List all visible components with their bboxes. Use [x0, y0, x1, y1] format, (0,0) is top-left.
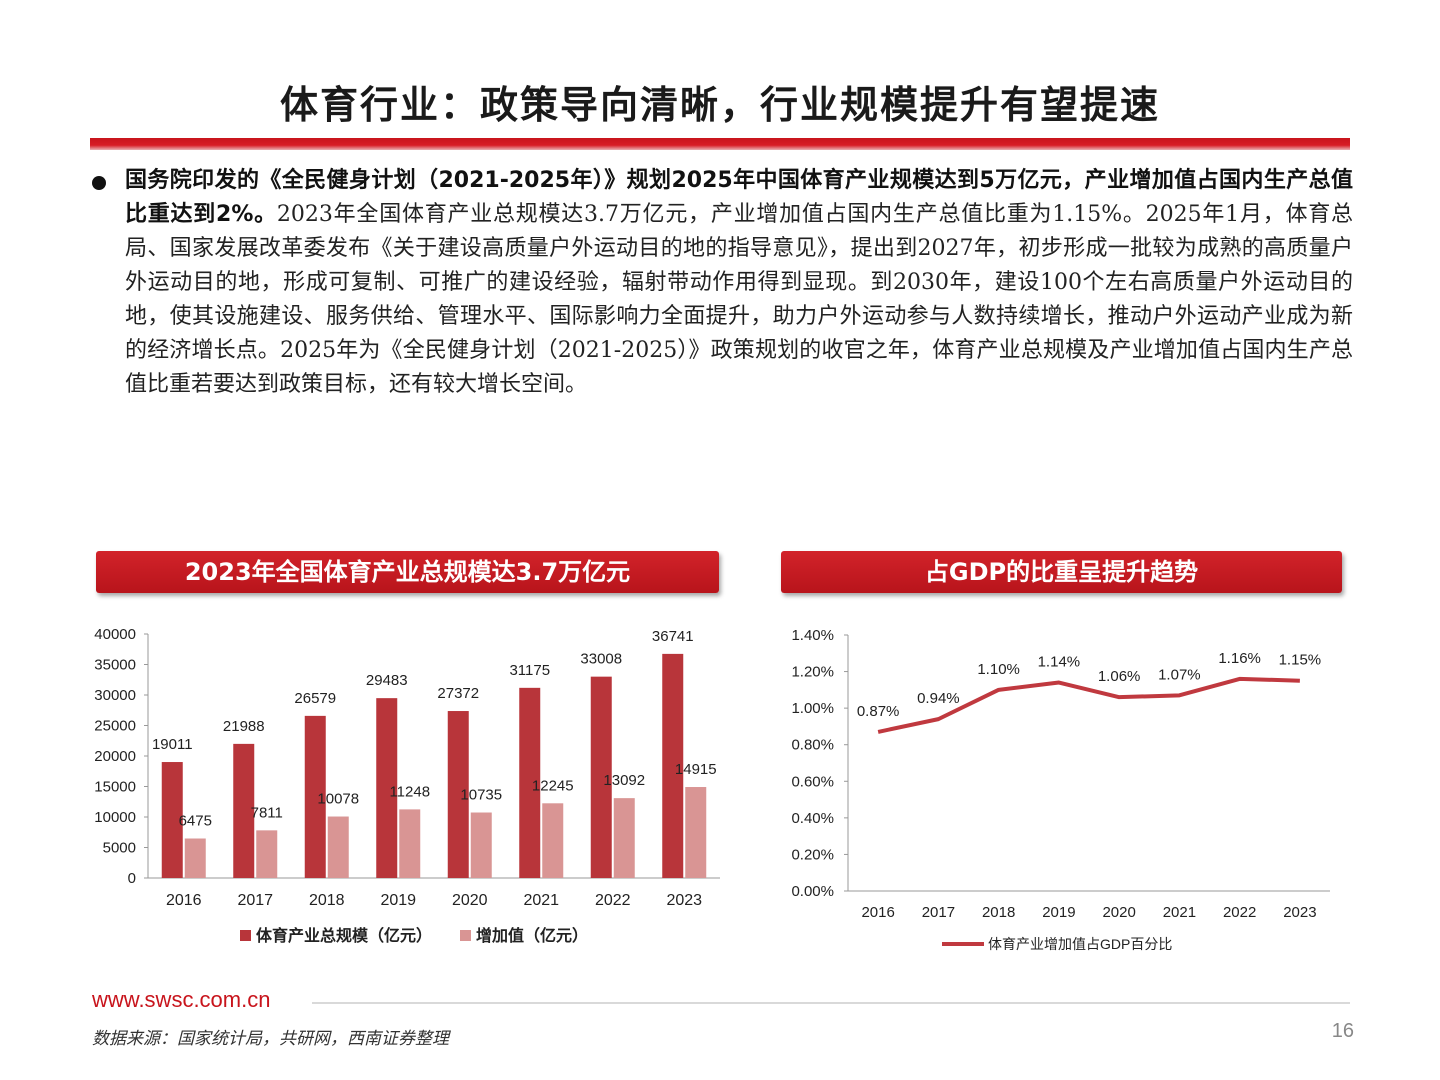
bar-added-label: 6475: [179, 813, 212, 830]
line-point-label: 1.14%: [1038, 654, 1081, 671]
bar-x-tick-label: 2019: [380, 892, 416, 909]
line-point-label: 1.15%: [1279, 652, 1322, 669]
page-number: 16: [1331, 1020, 1354, 1042]
legend-swatch-added: [460, 930, 471, 941]
bar-x-tick-label: 2020: [452, 892, 488, 909]
line-x-tick-label: 2020: [1102, 904, 1135, 921]
bar-y-tick-label: 30000: [94, 687, 136, 704]
bar-chart: 0 5000 10000 15000 20000 25000 30000 35000 40000…: [94, 626, 720, 945]
line-x-tick-label: 2017: [922, 904, 955, 921]
body-paragraph: 国务院印发的《全民健身计划（2021-2025年）》规划2025年中国体育产业规…: [125, 164, 1353, 402]
line-y-tick-label: 1.40%: [791, 627, 834, 644]
line-point-label: 0.94%: [917, 690, 960, 707]
line-x-tick-label: 2018: [982, 904, 1015, 921]
bar-total-label: 36741: [652, 628, 694, 645]
bar-x-tick-label: 2016: [166, 892, 202, 909]
bar-total: [161, 762, 183, 878]
line-point-label: 1.10%: [977, 661, 1020, 678]
legend-swatch-total: [240, 930, 251, 941]
paragraph-bold-lead: 国务院印发的《全民健身计划（2021-2025年）》规划2025年中国体育产业规…: [125, 168, 1353, 227]
bar-added-value: [399, 809, 421, 878]
line-point-label: 1.06%: [1098, 668, 1141, 685]
line-x-tick-label: 2016: [861, 904, 894, 921]
bar-x-tick-label: 2023: [666, 892, 702, 909]
line-x-tick-label: 2023: [1283, 904, 1316, 921]
bar-total: [376, 698, 398, 878]
legend-label-added: 增加值（亿元）: [476, 926, 588, 945]
bar-added-value: [613, 798, 635, 878]
bar-total-label: 27372: [437, 685, 479, 702]
bar-total-label: 29483: [366, 672, 408, 689]
bar-x-tick-label: 2021: [523, 892, 559, 909]
bar-added-value: [470, 812, 492, 878]
bar-y-tick-label: 15000: [94, 779, 136, 796]
line-point-label: 1.16%: [1218, 650, 1261, 667]
bar-added-value: [542, 803, 564, 878]
line-y-tick-label: 0.80%: [791, 737, 834, 754]
bar-y-tick-label: 20000: [94, 748, 136, 765]
line-chart-axes: 0.00% 0.20% 0.40% 0.60% 0.80% 1.00% 1.20% 1.40%…: [791, 627, 1330, 921]
bar-added-value: [685, 787, 707, 878]
bar-total-label: 26579: [294, 690, 336, 707]
bullet-icon: [92, 176, 106, 190]
bar-y-tick-label: 10000: [94, 809, 136, 826]
line-y-tick-label: 1.20%: [791, 664, 834, 681]
bar-added-label: 12245: [532, 777, 574, 794]
footer-divider: [312, 1002, 1350, 1004]
bar-x-tick-label: 2018: [309, 892, 345, 909]
bar-added-value: [327, 816, 349, 878]
bar-total: [447, 711, 469, 878]
line-y-tick-label: 0.20%: [791, 846, 834, 863]
line-point-label: 0.87%: [857, 703, 900, 720]
bar-added-value: [184, 838, 206, 878]
bar-y-tick-label: 0: [128, 870, 136, 887]
line-chart: 0.00% 0.20% 0.40% 0.60% 0.80% 1.00% 1.20% 1.40%…: [791, 627, 1330, 952]
bar-total-label: 21988: [223, 718, 265, 735]
bar-x-tick-label: 2022: [595, 892, 631, 909]
bar-total-label: 31175: [509, 662, 550, 679]
bar-y-tick-label: 40000: [94, 626, 136, 643]
legend-label-line: 体育产业增加值占GDP百分比: [988, 936, 1172, 952]
title-underline-bar: [90, 138, 1350, 150]
line-y-tick-label: 1.00%: [791, 700, 834, 717]
bar-added-label: 11248: [389, 783, 430, 800]
bar-chart-axes: 0 5000 10000 15000 20000 25000 30000 35000 40000…: [94, 626, 720, 909]
line-chart-legend: 体育产业增加值占GDP百分比: [942, 936, 1172, 952]
line-y-tick-label: 0.00%: [791, 883, 834, 900]
paragraph-text: 2023年全国体育产业总规模达3.7万亿元，产业增加值占国内生产总值比重为1.1…: [125, 202, 1353, 397]
bar-y-tick-label: 5000: [103, 840, 136, 857]
bar-total-label: 19011: [152, 736, 193, 753]
line-chart-marks: 0.87% 0.94% 1.10% 1.14% 1.06% 1.07% 1.16% 1.15%: [857, 650, 1322, 734]
bar-added-label: 10735: [460, 787, 502, 804]
page-title: 体育行业：政策导向清晰，行业规模提升有望提速: [279, 82, 1160, 127]
bar-added-label: 14915: [675, 761, 717, 778]
line-x-tick-label: 2021: [1163, 904, 1196, 921]
line-x-tick-label: 2019: [1042, 904, 1075, 921]
bar-added-label: 7811: [251, 804, 283, 821]
line-x-tick-label: 2022: [1223, 904, 1256, 921]
legend-label-total: 体育产业总规模（亿元）: [256, 926, 432, 945]
bar-added-label: 13092: [603, 772, 645, 789]
data-source: 数据来源：国家统计局，共研网，西南证券整理: [92, 1029, 449, 1049]
bar-chart-legend: 体育产业总规模（亿元） 增加值（亿元）: [240, 926, 588, 945]
line-series: [877, 676, 1300, 734]
bar-total: [304, 715, 326, 878]
bar-chart-marks: 19011 6475 21988 7811 26579 10078 29483 11248 27…: [152, 628, 717, 878]
bar-y-tick-label: 35000: [94, 657, 136, 674]
bar-total: [590, 676, 612, 878]
line-chart-title: 占GDP的比重呈提升趋势: [781, 551, 1342, 593]
line-point-label: 1.07%: [1158, 666, 1201, 683]
line-y-tick-label: 0.40%: [791, 810, 834, 827]
line-y-tick-label: 0.60%: [791, 773, 834, 790]
bar-y-tick-label: 25000: [94, 718, 136, 735]
bar-total: [233, 743, 255, 878]
bar-total-label: 33008: [580, 651, 622, 668]
bar-added-label: 10078: [317, 791, 359, 808]
bar-total: [519, 687, 541, 878]
footer-url: www.swsc.com.cn: [92, 987, 271, 1012]
bar-added-value: [256, 830, 278, 878]
bar-chart-title: 2023年全国体育产业总规模达3.7万亿元: [96, 551, 719, 593]
bar-x-tick-label: 2017: [237, 892, 273, 909]
bar-total: [662, 653, 684, 878]
